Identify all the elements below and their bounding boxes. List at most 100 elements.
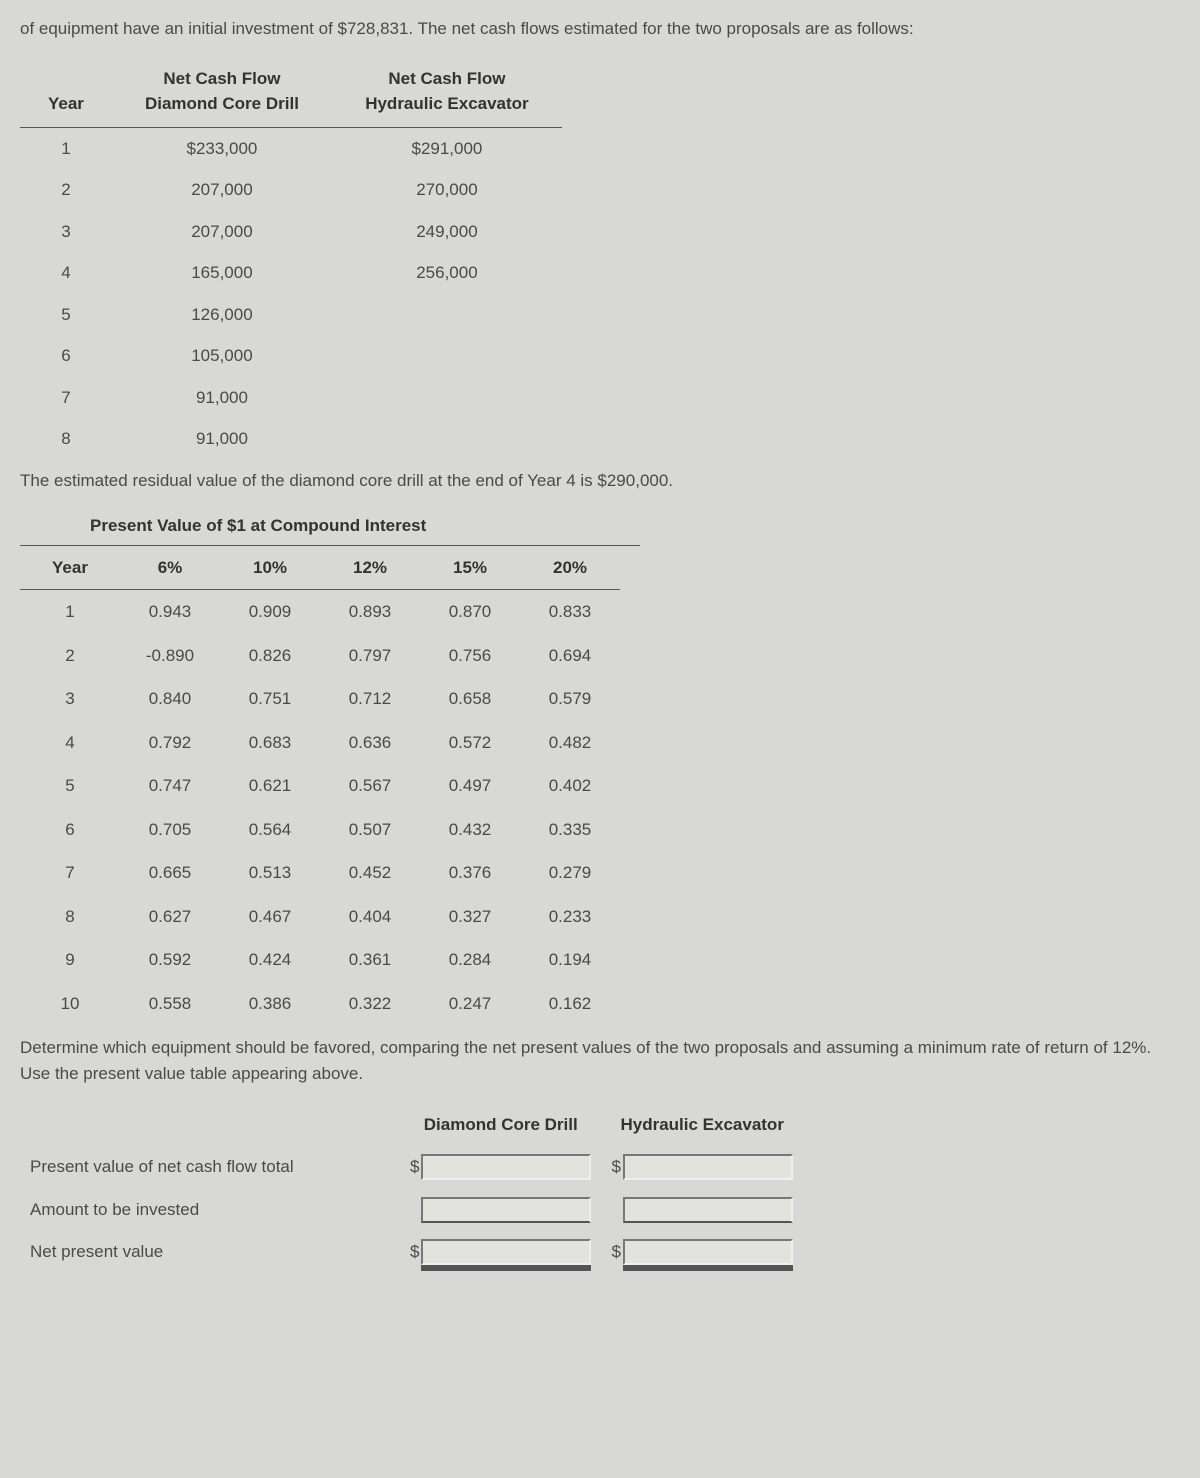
cash-year: 5 (20, 294, 112, 336)
pv-cell: 0.943 (120, 590, 220, 634)
cash-header-excavator: Net Cash Flow Hydraulic Excavator (332, 56, 562, 128)
pv-cell: 0.712 (320, 677, 420, 721)
pv-cell: 0.564 (220, 808, 320, 852)
cash-flow-table: Year Net Cash Flow Diamond Core Drill Ne… (20, 56, 562, 460)
dollar-sign: $ (410, 1157, 419, 1176)
cash-header-year: Year (20, 56, 112, 128)
cash-exc-value (332, 377, 562, 419)
pv-row: 80.6270.4670.4040.3270.233 (20, 895, 620, 939)
pv-cell: 6 (20, 808, 120, 852)
cash-header-exc-line2: Hydraulic Excavator (360, 91, 534, 117)
pv-cell: 0.870 (420, 590, 520, 634)
cash-drill-value: 105,000 (112, 335, 332, 377)
pv-cell: 0.558 (120, 982, 220, 1026)
pv-row: 50.7470.6210.5670.4970.402 (20, 764, 620, 808)
cash-year: 4 (20, 252, 112, 294)
pv-cell: 10 (20, 982, 120, 1026)
pv-cell: 3 (20, 677, 120, 721)
cash-drill-value: 165,000 (112, 252, 332, 294)
cash-exc-value: 249,000 (332, 211, 562, 253)
pv-header: 15% (420, 546, 520, 590)
pv-cell: 0.579 (520, 677, 620, 721)
pv-row: 2-0.8900.8260.7970.7560.694 (20, 634, 620, 678)
pv-cell: 0.909 (220, 590, 320, 634)
input-pv-total-drill[interactable] (421, 1154, 591, 1180)
pv-cell: 0.751 (220, 677, 320, 721)
cash-drill-value: 91,000 (112, 418, 332, 460)
pv-cell: 0.683 (220, 721, 320, 765)
cash-row: 1$233,000$291,000 (20, 127, 562, 169)
pv-cell: 0.572 (420, 721, 520, 765)
input-amount-exc[interactable] (623, 1197, 793, 1223)
cash-header-drill-line2: Diamond Core Drill (140, 91, 304, 117)
cash-row: 4165,000256,000 (20, 252, 562, 294)
cash-drill-value: 126,000 (112, 294, 332, 336)
pv-caption: Present Value of $1 at Compound Interest (20, 507, 640, 546)
cash-drill-value: $233,000 (112, 127, 332, 169)
cash-row: 6105,000 (20, 335, 562, 377)
pv-cell: 0.636 (320, 721, 420, 765)
pv-header: 20% (520, 546, 620, 590)
pv-cell: 1 (20, 590, 120, 634)
input-amount-drill[interactable] (421, 1197, 591, 1223)
pv-cell: 0.567 (320, 764, 420, 808)
cash-drill-value: 207,000 (112, 211, 332, 253)
pv-header: 10% (220, 546, 320, 590)
cash-header-drill-line1: Net Cash Flow (140, 66, 304, 92)
pv-cell: 0.826 (220, 634, 320, 678)
cash-exc-value (332, 418, 562, 460)
dollar-sign: $ (611, 1242, 620, 1261)
pv-cell: 0.402 (520, 764, 620, 808)
answer-col-excavator: Hydraulic Excavator (601, 1104, 802, 1146)
pv-cell: 0.452 (320, 851, 420, 895)
pv-row: 90.5920.4240.3610.2840.194 (20, 938, 620, 982)
pv-row: 70.6650.5130.4520.3760.279 (20, 851, 620, 895)
pv-cell: 0.507 (320, 808, 420, 852)
pv-cell: 0.840 (120, 677, 220, 721)
intro-text: of equipment have an initial investment … (20, 16, 1180, 42)
pv-table: Year6%10%12%15%20% 10.9430.9090.8930.870… (20, 546, 620, 1026)
cash-exc-value: 270,000 (332, 169, 562, 211)
pv-cell: 0.497 (420, 764, 520, 808)
pv-cell: 0.627 (120, 895, 220, 939)
pv-cell: 0.792 (120, 721, 220, 765)
cash-drill-value: 207,000 (112, 169, 332, 211)
input-npv-drill[interactable] (421, 1239, 591, 1265)
cash-row: 3207,000249,000 (20, 211, 562, 253)
cash-drill-value: 91,000 (112, 377, 332, 419)
pv-cell: 0.376 (420, 851, 520, 895)
pv-cell: 0.893 (320, 590, 420, 634)
input-pv-total-exc[interactable] (623, 1154, 793, 1180)
cash-row: 2207,000270,000 (20, 169, 562, 211)
cash-row: 5126,000 (20, 294, 562, 336)
pv-header: 6% (120, 546, 220, 590)
cell-npv-drill: $ (400, 1231, 601, 1274)
input-npv-exc[interactable] (623, 1239, 793, 1265)
cell-amount-exc: $ (601, 1188, 802, 1231)
pv-row: 100.5580.3860.3220.2470.162 (20, 982, 620, 1026)
cash-year: 6 (20, 335, 112, 377)
pv-cell: 4 (20, 721, 120, 765)
pv-cell: -0.890 (120, 634, 220, 678)
pv-cell: 7 (20, 851, 120, 895)
cash-exc-value (332, 335, 562, 377)
cash-year: 7 (20, 377, 112, 419)
pv-cell: 0.424 (220, 938, 320, 982)
pv-cell: 0.194 (520, 938, 620, 982)
pv-cell: 8 (20, 895, 120, 939)
cell-pv-total-drill: $ (400, 1146, 601, 1189)
cash-year: 2 (20, 169, 112, 211)
dollar-sign: $ (410, 1242, 419, 1261)
cash-year: 8 (20, 418, 112, 460)
pv-cell: 0.162 (520, 982, 620, 1026)
pv-cell: 0.335 (520, 808, 620, 852)
pv-row: 60.7050.5640.5070.4320.335 (20, 808, 620, 852)
pv-cell: 0.279 (520, 851, 620, 895)
cash-row: 791,000 (20, 377, 562, 419)
cell-pv-total-exc: $ (601, 1146, 802, 1189)
pv-cell: 0.665 (120, 851, 220, 895)
pv-cell: 0.322 (320, 982, 420, 1026)
pv-cell: 0.797 (320, 634, 420, 678)
pv-cell: 0.404 (320, 895, 420, 939)
pv-cell: 0.833 (520, 590, 620, 634)
